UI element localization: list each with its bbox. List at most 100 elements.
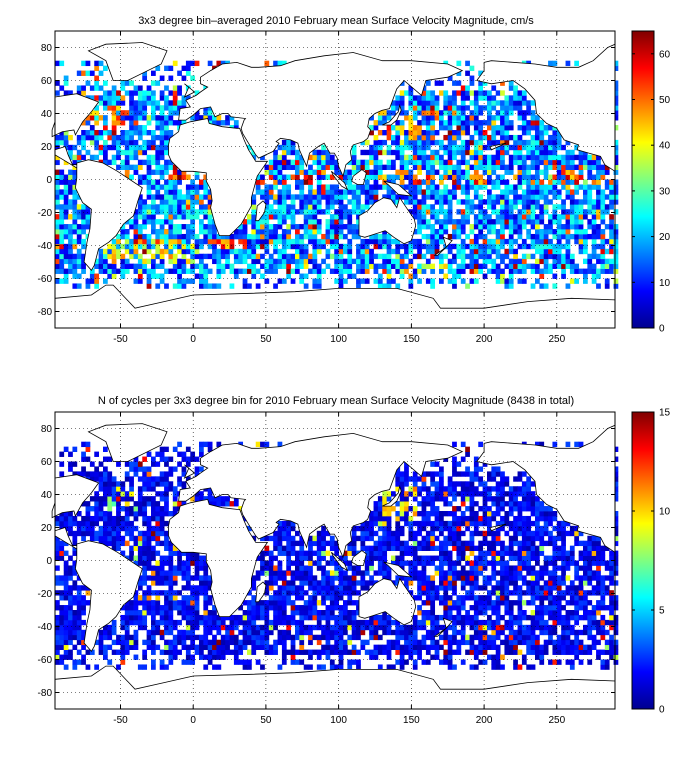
heatmap-cell [465, 184, 470, 190]
heatmap-cell [439, 120, 444, 126]
heatmap-cell [530, 120, 536, 126]
heatmap-cell [120, 535, 126, 542]
heatmap-cell [513, 229, 518, 235]
heatmap-cell [404, 560, 409, 566]
heatmap-cell [103, 263, 108, 269]
heatmap-cell [382, 555, 388, 561]
heatmap-cell [408, 506, 414, 512]
heatmap-cell [351, 585, 357, 591]
heatmap-cell [181, 560, 187, 566]
heatmap-cell [242, 619, 248, 626]
heatmap-cell [255, 283, 261, 289]
heatmap-cell [137, 624, 143, 631]
heatmap-cell [107, 456, 113, 462]
heatmap-cell [356, 570, 361, 576]
heatmap-cell [308, 189, 313, 195]
heatmap-cell [124, 110, 130, 116]
heatmap-cell [194, 169, 200, 175]
heatmap-cell [76, 248, 82, 255]
heatmap-cell [233, 268, 239, 274]
heatmap-cell [513, 248, 518, 255]
heatmap-cell [596, 194, 601, 200]
heatmap-cell [172, 654, 178, 660]
heatmap-cell [94, 144, 100, 151]
heatmap-cell [513, 139, 518, 146]
heatmap-cell [299, 189, 305, 195]
heatmap-cell [364, 570, 370, 576]
heatmap-cell [190, 258, 196, 265]
heatmap-cell [343, 169, 348, 175]
heatmap-cell [473, 189, 479, 195]
heatmap-cell [521, 90, 527, 96]
heatmap-cell [417, 209, 422, 215]
heatmap-cell [500, 179, 505, 185]
heatmap-cell [364, 580, 370, 586]
heatmap-cell [434, 253, 440, 260]
heatmap-cell [364, 164, 370, 170]
heatmap-cell [391, 189, 396, 195]
heatmap-cell [482, 238, 488, 245]
heatmap-cell [251, 194, 257, 200]
heatmap-cell [334, 560, 340, 566]
heatmap-cell [552, 189, 558, 195]
heatmap-cell [460, 224, 466, 230]
heatmap-cell [281, 60, 287, 67]
heatmap-cell [251, 535, 257, 542]
heatmap-cell [133, 501, 139, 507]
heatmap-cell [600, 174, 606, 180]
heatmap-cell [116, 115, 121, 121]
heatmap-cell [277, 144, 283, 151]
heatmap-cell [286, 545, 292, 551]
heatmap-cell [574, 209, 580, 215]
heatmap-cell [72, 243, 78, 250]
heatmap-cell [76, 258, 82, 265]
heatmap-cell [133, 169, 139, 175]
heatmap-cell [124, 649, 130, 655]
heatmap-cell [277, 545, 283, 551]
heatmap-cell [55, 550, 60, 556]
heatmap-cell [268, 214, 274, 220]
heatmap-cell [569, 199, 575, 205]
heatmap-cell [408, 535, 414, 542]
heatmap-cell [473, 248, 479, 255]
heatmap-cell [334, 278, 340, 284]
heatmap-cell [491, 194, 497, 200]
heatmap-cell [521, 130, 527, 136]
heatmap-cell [391, 248, 396, 255]
heatmap-cell [508, 263, 514, 269]
heatmap-cell [356, 194, 361, 200]
heatmap-cell [103, 130, 108, 136]
heatmap-cell [137, 130, 143, 136]
heatmap-cell [369, 144, 374, 151]
heatmap-cell [478, 130, 484, 136]
heatmap-cell [116, 139, 121, 146]
heatmap-cell [120, 520, 126, 527]
heatmap-cell [334, 550, 340, 556]
heatmap-cell [530, 253, 536, 260]
heatmap-cell [172, 229, 178, 235]
heatmap-cell [443, 184, 449, 190]
heatmap-cell [303, 233, 309, 240]
heatmap-cell [391, 199, 396, 205]
heatmap-cell [513, 100, 518, 106]
heatmap-cell [238, 229, 244, 235]
heatmap-cell [137, 149, 143, 156]
heatmap-cell [473, 90, 479, 96]
heatmap-cell [329, 204, 335, 210]
heatmap-cell [452, 258, 457, 265]
heatmap-cell [81, 219, 86, 225]
heatmap-cell [539, 134, 545, 141]
heatmap-cell [203, 624, 209, 631]
heatmap-cell [325, 204, 331, 210]
heatmap-cell [199, 224, 204, 230]
heatmap-cell [452, 169, 457, 175]
heatmap-cell [452, 229, 457, 235]
heatmap-cell [185, 70, 191, 76]
heatmap-cell [325, 624, 331, 631]
heatmap-cell [408, 95, 414, 101]
heatmap-cell [308, 194, 313, 200]
coastline [183, 83, 196, 98]
heatmap-cell [425, 174, 431, 180]
heatmap-cell [181, 174, 187, 180]
heatmap-cell [168, 481, 174, 487]
